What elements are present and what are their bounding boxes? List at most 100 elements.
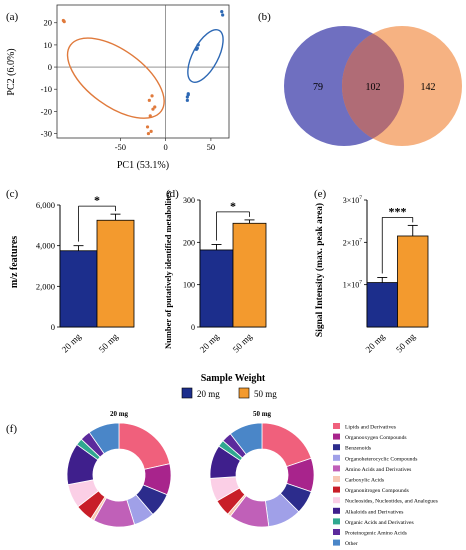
pca-point-2-2: [221, 13, 225, 17]
bar-d-y-axis-label: Number of putatively identified metaboli…: [163, 190, 173, 349]
x-tick-label: 20 mg: [198, 331, 222, 355]
y-tick-label: 200: [183, 238, 195, 247]
pca-point-2-9: [186, 93, 190, 97]
y-tick-label-exponent: 7: [359, 195, 362, 201]
pca-x-tick-label: 0: [164, 142, 168, 152]
pca-scatter-plot: -50 0 50 20 10 0 -10 -20 -30 PC1 (53.1%) PC2 (6…: [6, 4, 230, 171]
pca-point-1-8: [145, 125, 150, 129]
pca-point-2-1: [220, 10, 224, 14]
bar-20mg: [59, 250, 98, 328]
bar-chart-identified-metabolites: 0 100 200 300 20 mg 50 mg *: [183, 196, 267, 355]
y-tick-label-base: 2×10: [343, 238, 360, 247]
pca-point-1-6: [151, 107, 155, 111]
legend-swatch-10: [333, 518, 340, 525]
pca-y-tick-label: 10: [44, 40, 53, 50]
venn-left-count: 79: [313, 82, 323, 93]
pca-point-1-7: [148, 114, 152, 118]
category-legend: Lipids and Derivatives Organooxygen Compo…: [333, 423, 438, 547]
pca-point-1-4: [147, 98, 151, 102]
x-tick-label: 20 mg: [60, 331, 84, 355]
x-tick-label: 20 mg: [363, 331, 387, 355]
y-tick-label-base: 1×10: [343, 281, 360, 290]
donut-1-title: 20 mg: [110, 410, 129, 418]
bar-chart-mz-features: 0 2,000 4,000 6,000 20 mg 50 mg *: [36, 193, 135, 355]
donut-chart-50mg: [209, 422, 315, 528]
pca-point-1-3: [150, 94, 154, 98]
x-tick-label: 50 mg: [394, 331, 418, 355]
pca-y-tick-label: -10: [41, 84, 52, 94]
y-tick-label: 0: [51, 322, 55, 332]
y-tick-label: 4,000: [36, 241, 55, 251]
legend-swatch-50mg: [238, 387, 250, 399]
y-tick-label: 3×107: [343, 195, 363, 205]
pca-point-1-9: [149, 129, 153, 133]
legend-swatch-7: [333, 486, 340, 493]
legend-swatch-8: [333, 497, 340, 504]
legend-swatch-12: [333, 539, 340, 546]
pca-point-1-5: [153, 105, 157, 109]
legend-label-5: Amino Acids and Derivatives: [345, 467, 411, 473]
pca-point-2-8: [185, 98, 189, 102]
pca-y-tick-label: 0: [48, 62, 52, 72]
legend-swatch-11: [333, 529, 340, 535]
panel-label-e: (e): [314, 188, 327, 200]
shared-x-axis-label: Sample Weight: [201, 373, 266, 384]
y-tick-label: 100: [183, 281, 195, 290]
venn-diagram: 79 102 142: [284, 26, 462, 146]
donut-chart-20mg: [66, 422, 172, 528]
legend-swatch-4: [333, 454, 340, 461]
legend-swatch-5: [333, 465, 340, 472]
legend-label-20mg: 20 mg: [197, 389, 220, 399]
y-tick-label-base: 3×10: [343, 196, 360, 205]
significance-marker: ***: [389, 204, 407, 218]
y-tick-label: 0: [191, 323, 195, 332]
venn-right-count: 142: [421, 82, 436, 93]
legend-label-2: Organooxygen Compounds: [345, 435, 407, 441]
panel-label-c: (c): [6, 188, 19, 200]
legend-label-4: Organoheterocyclic Compounds: [345, 456, 417, 462]
legend-label-9: Alkaloids and Derivatives: [345, 509, 403, 515]
panel-label-b: (b): [258, 11, 271, 23]
legend-label-50mg: 50 mg: [254, 389, 277, 399]
y-tick-label: 6,000: [36, 200, 55, 210]
bar-legend: 20 mg 50 mg: [181, 387, 277, 399]
legend-label-10: Organic Acids and Derivatives: [345, 520, 414, 526]
pca-point-1-2: [62, 20, 66, 24]
legend-swatch-1: [333, 423, 340, 429]
panel-label-a: (a): [6, 11, 19, 23]
pca-y-axis-label: PC2 (6.0%): [6, 48, 17, 95]
legend-label-11: Proteinogenic Amino Acids: [345, 531, 407, 537]
y-tick-label: 1×107: [343, 280, 363, 290]
bar-50mg: [96, 219, 135, 328]
legend-label-1: Lipids and Derivatives: [345, 425, 396, 431]
legend-label-8: Nucleosides, Nucleotides, and Analogues: [345, 499, 438, 505]
legend-label-12: Other: [345, 541, 358, 547]
legend-label-6: Carboxylic Acids: [345, 478, 384, 484]
donut-1-slice-1: [118, 422, 171, 470]
y-tick-label-exponent: 7: [359, 280, 362, 286]
pca-x-tick-label: -50: [115, 142, 126, 152]
bar-50mg: [232, 222, 267, 328]
x-tick-label: 50 mg: [97, 331, 121, 355]
panel-label-d: (d): [166, 188, 179, 200]
bar-e-y-axis-label: Signal Intensity (max. peak area): [314, 203, 325, 337]
pca-y-tick-label: -30: [41, 129, 52, 139]
significance-marker: *: [230, 199, 236, 213]
pca-point-2-3: [196, 43, 200, 47]
legend-swatch-20mg: [181, 387, 193, 399]
venn-overlap: [342, 26, 404, 146]
donut-2-slice-1: [261, 422, 312, 468]
legend-label-3: Benzenoids: [345, 446, 371, 452]
pca-x-tick-label: 50: [207, 142, 216, 152]
pca-frame: [56, 4, 230, 139]
pca-y-tick-label: 20: [44, 18, 53, 28]
donut-2-title: 50 mg: [253, 410, 272, 418]
y-tick-label: 2×107: [343, 237, 363, 247]
y-tick-label: 2,000: [36, 281, 55, 291]
significance-marker: *: [94, 193, 100, 207]
legend-swatch-3: [333, 444, 340, 451]
donut-2-slice-12: [229, 422, 263, 455]
legend-label-7: Organonitrogen Compounds: [345, 488, 409, 494]
